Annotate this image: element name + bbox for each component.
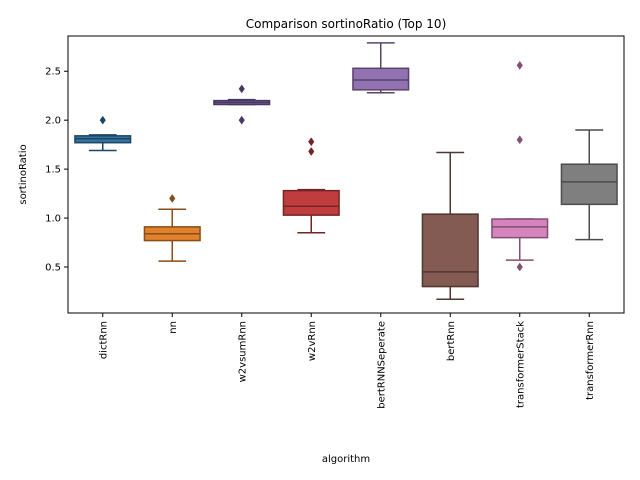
y-axis-label: sortinoRatio [18, 144, 29, 204]
plot-area [74, 42, 618, 301]
outlier-point [238, 84, 245, 94]
outlier-point [516, 135, 523, 145]
outlier-point [238, 115, 245, 125]
box-bertRnn [421, 213, 479, 288]
outlier-point [516, 262, 523, 272]
x-tick-label: w2vRnn [307, 321, 318, 361]
y-tick-label: 0.5 [45, 262, 61, 273]
x-tick-label: transformerStack [515, 321, 526, 408]
x-tick-label: bertRNNSeperate [376, 321, 387, 409]
outlier-point [169, 194, 176, 203]
outlier-point [308, 147, 315, 156]
outlier-point [99, 115, 106, 125]
y-tick-label: 1.5 [45, 165, 61, 176]
x-tick-label: bertRnn [446, 321, 457, 361]
box-transformerRnn [560, 163, 618, 206]
y-axis: 0.5 1.0 1.5 2.0 2.5 [45, 67, 68, 273]
chart-title: Comparison sortinoRatio (Top 10) [246, 17, 447, 31]
box-transformerStack [491, 218, 549, 239]
x-tick-label: w2vsumRnn [237, 321, 248, 382]
box-bertRNNSeperate [352, 67, 410, 91]
x-tick-label: nn [168, 321, 179, 334]
outlier-point [516, 60, 523, 70]
y-tick-label: 1.0 [45, 214, 61, 225]
x-tick-label: dictRnn [98, 321, 109, 359]
x-axis-label: algorithm [322, 454, 370, 465]
x-tick-label: transformerRnn [585, 321, 596, 400]
outlier-point [308, 137, 315, 147]
box-w2vRnn [282, 189, 340, 216]
plot-frame [67, 35, 625, 314]
x-axis: dictRnn nn w2vsumRnn w2vRnn bertRNNSeperate b… [98, 313, 596, 409]
y-tick-label: 2.0 [45, 116, 61, 127]
y-tick-label: 2.5 [45, 67, 61, 78]
